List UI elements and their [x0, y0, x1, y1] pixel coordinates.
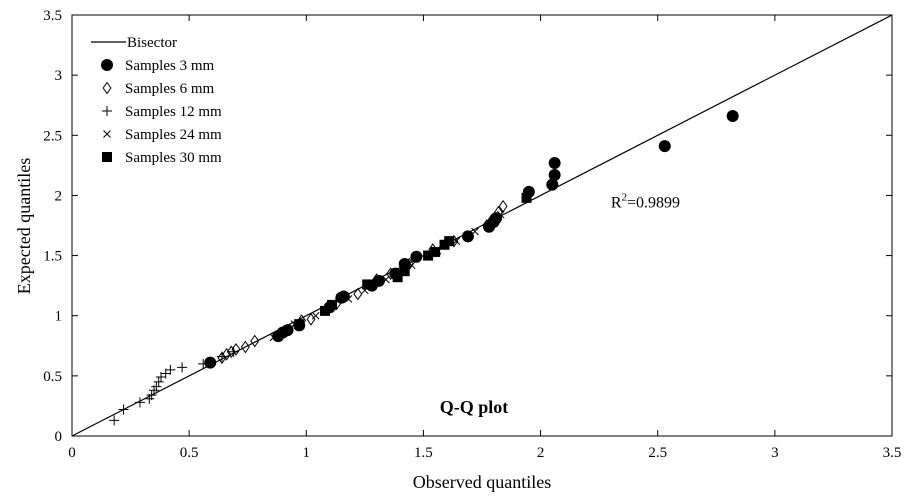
x-tick-label: 2 — [537, 445, 545, 461]
data-point — [240, 340, 250, 354]
data-point — [153, 376, 164, 387]
data-point — [327, 299, 338, 310]
data-point — [496, 210, 505, 219]
data-point — [311, 311, 320, 320]
y-tick-label: 0 — [55, 429, 63, 445]
data-point — [399, 266, 410, 277]
data-point — [362, 279, 373, 290]
data-point — [372, 273, 382, 287]
y-tick-label: 3.5 — [43, 8, 62, 24]
data-point — [216, 351, 227, 362]
y-tick-label: 2.5 — [43, 128, 62, 144]
y-axis-label: Expected quantiles — [14, 158, 34, 294]
legend-label: Samples 12 mm — [125, 104, 222, 120]
data-point — [337, 290, 350, 303]
data-point — [392, 272, 403, 283]
y-tick-label: 0.5 — [43, 369, 62, 385]
data-point — [281, 324, 294, 337]
data-point — [151, 381, 162, 392]
x-tick-label: 0.5 — [180, 445, 199, 461]
data-point — [320, 305, 331, 316]
x-tick-label: 2.5 — [648, 445, 667, 461]
legend-item: Samples 3 mm — [101, 58, 214, 74]
legend: Bisector Samples 3 mm Samples 6 mm Samples … — [91, 35, 222, 166]
y-axis-ticks: 0 0.5 1 1.5 2 2.5 3 3.5 — [43, 8, 892, 445]
x-tick-label: 0 — [68, 445, 76, 461]
bisector-line-layer — [71, 14, 893, 437]
bisector-line — [71, 14, 893, 437]
data-point — [546, 178, 559, 191]
legend-item: Samples 12 mm — [102, 104, 222, 120]
x-axis-ticks: 0 0.5 1 1.5 2 2.5 3 3.5 — [68, 15, 901, 461]
data-point — [250, 334, 260, 348]
data-point — [294, 319, 305, 330]
series-samples-12-mm — [109, 346, 239, 426]
x-tick-label: 3.5 — [883, 445, 902, 461]
data-point — [493, 205, 503, 219]
data-points-layer — [109, 110, 739, 426]
data-point — [423, 250, 434, 261]
data-point — [228, 346, 239, 357]
data-point — [306, 312, 316, 326]
x-tick-label: 3 — [771, 445, 779, 461]
legend-item: Samples 6 mm — [102, 81, 214, 97]
legend-label: Samples 6 mm — [125, 81, 214, 97]
data-point — [726, 110, 739, 123]
data-point — [658, 140, 671, 153]
y-tick-label: 1 — [55, 309, 63, 325]
legend-item: Samples 24 mm — [103, 127, 222, 143]
data-point — [548, 168, 561, 181]
x-axis-label: Observed quantiles — [413, 472, 551, 492]
data-point — [353, 287, 363, 301]
x-tick-label: 1.5 — [414, 445, 433, 461]
r-squared-annotation: R2=0.9899 — [611, 191, 680, 211]
plot-area-border — [71, 14, 893, 437]
legend-swatch — [101, 59, 113, 71]
legend-item-bisector: Bisector — [91, 35, 177, 51]
data-point — [386, 267, 396, 280]
data-point — [344, 295, 353, 303]
data-point — [222, 347, 232, 361]
legend-swatch — [103, 130, 111, 138]
series-samples-30-mm — [294, 192, 532, 330]
data-point — [410, 250, 423, 263]
data-point — [471, 227, 479, 236]
legend-item: Samples 30 mm — [102, 150, 222, 166]
y-tick-label: 2 — [55, 188, 63, 204]
data-point — [134, 397, 145, 408]
data-point — [430, 246, 441, 257]
data-point — [382, 275, 390, 284]
y-tick-label: 3 — [55, 68, 63, 84]
data-point — [165, 364, 176, 375]
data-point — [461, 230, 474, 243]
x-tick-label: 1 — [303, 445, 311, 461]
data-point — [118, 404, 129, 415]
data-point — [204, 356, 217, 369]
legend-swatch — [102, 152, 112, 162]
data-point — [109, 415, 120, 426]
data-point — [198, 358, 209, 369]
legend-swatch — [102, 106, 112, 116]
axes-frame — [71, 14, 893, 437]
data-point — [486, 214, 496, 228]
legend-swatch — [102, 81, 112, 95]
legend-label: Samples 3 mm — [125, 58, 214, 74]
data-point — [444, 236, 455, 247]
data-point — [146, 390, 157, 401]
data-point — [283, 323, 293, 337]
y-tick-label: 1.5 — [43, 249, 62, 265]
legend-label: Bisector — [127, 35, 177, 51]
data-point — [269, 333, 278, 342]
data-point — [521, 192, 532, 203]
data-point — [548, 156, 561, 169]
data-point — [490, 212, 503, 225]
data-point — [177, 362, 188, 373]
chart-title: Q-Q plot — [440, 397, 509, 417]
legend-label: Samples 24 mm — [125, 127, 222, 143]
legend-label: Samples 30 mm — [125, 150, 222, 166]
